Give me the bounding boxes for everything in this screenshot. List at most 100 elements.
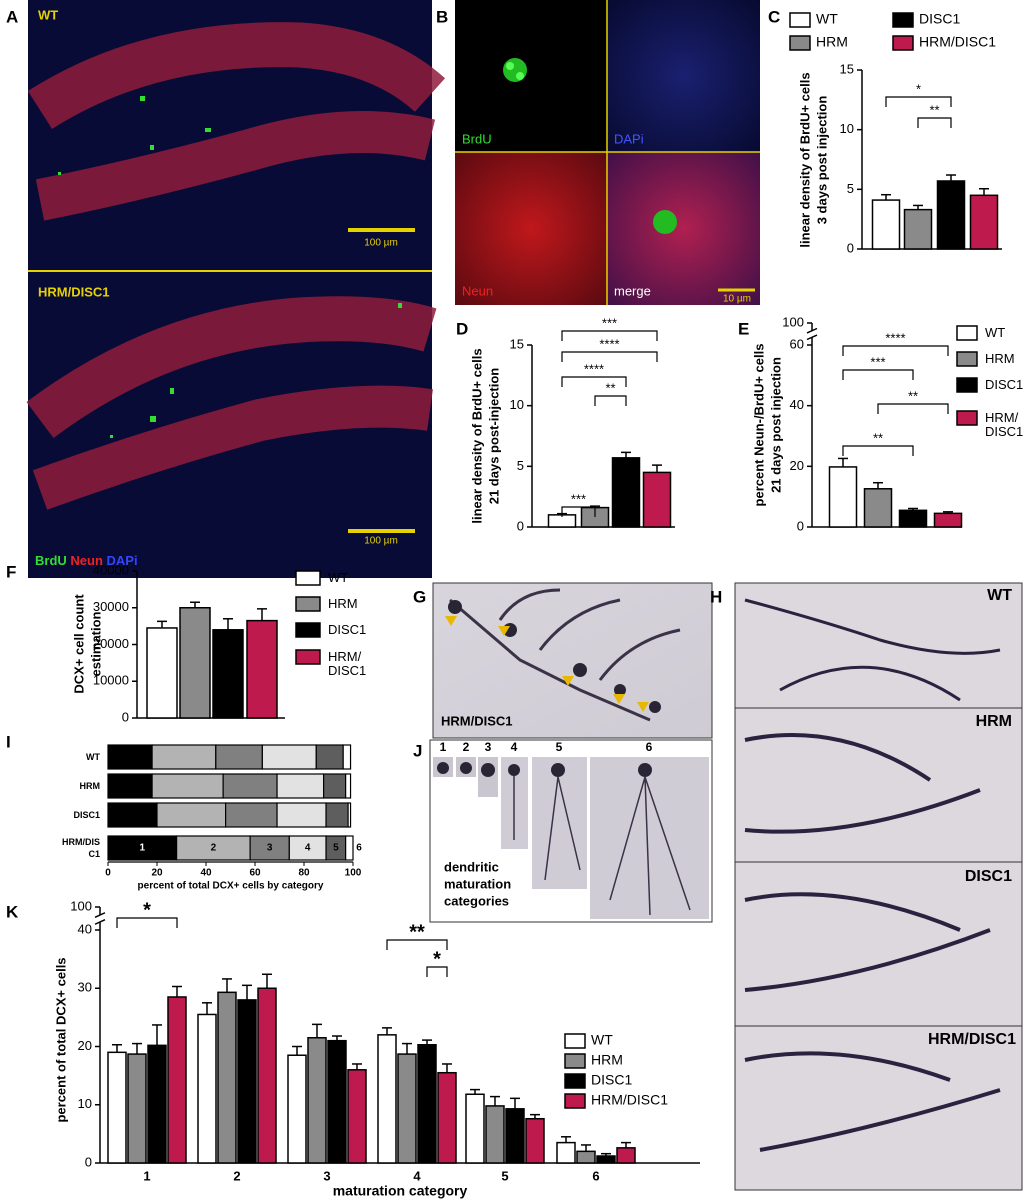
legend-label: HRM — [591, 1052, 623, 1068]
category-label: WT — [86, 752, 100, 762]
y-tick-label: 10 — [78, 1096, 92, 1111]
category-number: 1 — [440, 740, 447, 754]
significance-bracket — [594, 395, 627, 406]
y-tick-label: 40 — [790, 397, 804, 412]
bar — [969, 194, 999, 250]
x-tick-label: 4 — [413, 1168, 421, 1183]
bar — [417, 1044, 437, 1164]
scale-label: 100 µm — [364, 536, 398, 547]
stain-brdu: BrdU — [35, 553, 67, 568]
category-number: 4 — [511, 740, 518, 754]
y-axis-label: 3 days post injection — [814, 96, 829, 225]
legend-label: HRM/DISC1 — [328, 649, 367, 678]
bar — [596, 1155, 616, 1164]
significance-label: *** — [870, 354, 885, 369]
significance-bracket — [842, 369, 914, 380]
bar — [167, 996, 187, 1164]
panel-letter: H — [710, 587, 722, 606]
segment-label: 4 — [305, 843, 311, 854]
y-tick-label: 30000 — [93, 599, 129, 614]
bar — [257, 987, 277, 1164]
panel-letter: E — [738, 319, 749, 338]
legend-label: DISC1 — [985, 377, 1024, 392]
y-axis-label: 21 days post-injection — [486, 368, 501, 505]
y-tick-label: 10000 — [93, 673, 129, 688]
bar-segment — [107, 835, 178, 861]
bar-segment — [151, 773, 224, 799]
scale-label: 100 µm — [364, 238, 398, 249]
significance-label: **** — [584, 361, 604, 376]
image-label: DAPi — [614, 131, 644, 146]
bar — [127, 1053, 147, 1164]
legend-label: HRM/DISC1 — [919, 34, 996, 50]
bar-segment — [156, 802, 227, 828]
y-axis-label: percent Neun-/BrdU+ cells — [751, 344, 766, 507]
segment-label: 1 — [140, 843, 146, 854]
bar — [465, 1093, 485, 1164]
category-number: 5 — [556, 740, 563, 754]
image-label: BrdU — [462, 131, 492, 146]
stain-label: BrdU Neun DAPi — [35, 553, 138, 568]
x-tick-label: 1 — [143, 1168, 150, 1183]
bar — [611, 457, 641, 528]
panel-b-image: BrdU DAPi Neun merge 10 µm — [455, 0, 760, 305]
bar — [863, 488, 893, 528]
significance-bracket — [885, 96, 952, 107]
bar — [505, 1108, 525, 1164]
stain-dapi: DAPi — [107, 553, 138, 568]
legend-swatch — [956, 410, 978, 426]
x-tick-label: 2 — [233, 1168, 240, 1183]
bar — [576, 1150, 596, 1164]
bar — [197, 1013, 217, 1164]
image-label: HRM — [976, 713, 1012, 730]
scale-label: 10 µm — [723, 294, 751, 305]
legend-label: WT — [591, 1032, 613, 1048]
legend-swatch — [956, 351, 978, 367]
significance-label: ** — [873, 430, 883, 445]
x-tick-label: 40 — [200, 868, 212, 879]
segment-label: 3 — [267, 843, 273, 854]
significance-label: ** — [929, 102, 939, 117]
legend-label: HRM — [816, 34, 848, 50]
bar-segment — [342, 744, 352, 770]
x-tick-label: 20 — [151, 868, 163, 879]
legend-label: DISC1 — [591, 1072, 632, 1088]
significance-bracket — [842, 345, 949, 356]
y-tick-label: 5 — [517, 458, 524, 473]
significance-bracket — [426, 966, 448, 977]
legend-label: DISC1 — [328, 622, 367, 637]
stain-neun: Neun — [70, 553, 103, 568]
bar — [327, 1039, 347, 1164]
significance-bracket — [116, 917, 178, 928]
x-axis-label: percent of total DCX+ cells by category — [138, 881, 324, 892]
significance-label: **** — [885, 330, 905, 345]
panel-letter: A — [6, 7, 18, 26]
legend-label: WT — [985, 325, 1006, 340]
y-tick-label: 40000 — [93, 562, 129, 577]
panel-letter: I — [6, 732, 11, 751]
significance-label: ** — [908, 388, 918, 403]
y-tick-label: 20 — [78, 1038, 92, 1053]
significance-label: ** — [409, 921, 425, 943]
bar-segment — [261, 744, 317, 770]
significance-label: *** — [602, 315, 617, 330]
legend-swatch — [789, 35, 811, 51]
legend-label: HRM — [328, 596, 358, 611]
y-tick-label: 100 — [782, 314, 804, 329]
category-label: DISC1 — [73, 810, 100, 820]
bar-segment — [176, 835, 251, 861]
significance-bracket — [842, 445, 914, 456]
bar — [437, 1071, 457, 1164]
y-tick-label: 0 — [797, 518, 804, 533]
bar — [828, 466, 858, 528]
legend-swatch — [564, 1053, 586, 1069]
bar-segment — [107, 744, 153, 770]
y-tick-label: 10 — [840, 121, 854, 136]
y-tick-label: 20000 — [93, 636, 129, 651]
legend-swatch — [956, 377, 978, 393]
caption: categories — [444, 893, 509, 908]
panel-a-image: WT HRM/DISC1 100 µm 100 µm BrdU Neun DAP… — [26, 0, 446, 578]
bar — [217, 991, 237, 1164]
x-tick-label: 0 — [105, 868, 111, 879]
significance-bracket — [386, 939, 448, 950]
